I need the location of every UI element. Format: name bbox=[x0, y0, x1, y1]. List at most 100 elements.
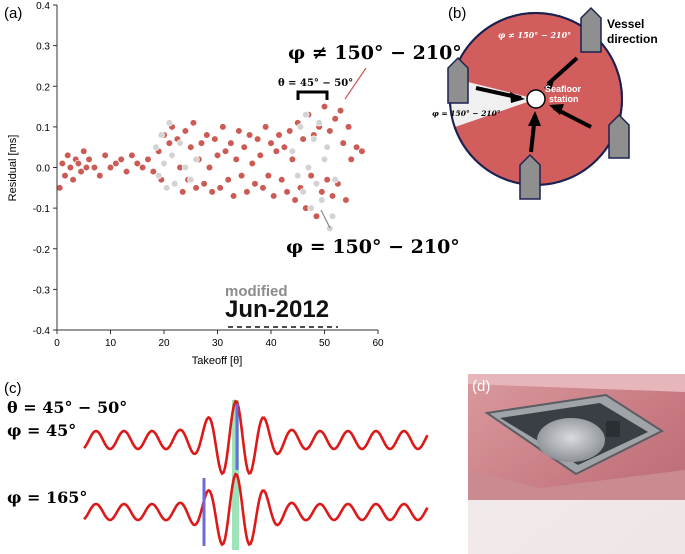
data-point-series-0 bbox=[267, 139, 275, 147]
data-point-series-1 bbox=[294, 172, 302, 180]
data-point-series-0 bbox=[122, 167, 131, 176]
x-tick-label: 20 bbox=[158, 338, 170, 349]
data-point-series-0 bbox=[77, 167, 85, 176]
data-point-series-1 bbox=[296, 123, 305, 131]
data-point-series-0 bbox=[221, 147, 230, 155]
data-point-series-0 bbox=[149, 167, 157, 176]
data-point-series-1 bbox=[320, 155, 329, 163]
data-point-series-0 bbox=[56, 184, 64, 192]
data-point-series-0 bbox=[197, 139, 206, 147]
waveform-phi-165 bbox=[83, 472, 429, 547]
waveform-phi1-label: φ = 45° bbox=[7, 421, 76, 440]
data-point-series-1 bbox=[176, 139, 184, 147]
data-point-series-1 bbox=[315, 119, 323, 127]
data-point-series-0 bbox=[205, 163, 214, 172]
annotation-phi-eq: φ = 150° − 210° bbox=[286, 236, 460, 258]
data-point-series-0 bbox=[208, 188, 216, 196]
data-point-series-1 bbox=[318, 196, 326, 204]
data-point-series-1 bbox=[155, 172, 163, 180]
data-point-series-0 bbox=[69, 176, 77, 184]
transducer-disc bbox=[537, 418, 605, 462]
annotation-phi-not-leader bbox=[344, 67, 367, 100]
data-point-series-0 bbox=[307, 172, 315, 180]
data-point-series-0 bbox=[232, 155, 240, 163]
data-point-series-0 bbox=[288, 155, 297, 163]
watermark-date: Jun-2012 bbox=[225, 296, 329, 323]
data-point-series-1 bbox=[192, 155, 200, 163]
panel-label-a: (a) bbox=[4, 5, 22, 22]
y-tick-label: 0.2 bbox=[36, 82, 50, 93]
data-point-series-0 bbox=[283, 188, 291, 196]
data-point-series-1 bbox=[187, 176, 195, 184]
arrowhead-s bbox=[528, 111, 541, 126]
data-point-series-0 bbox=[286, 127, 294, 135]
data-point-series-1 bbox=[181, 163, 189, 172]
x-axis-label: Takeoff [θ] bbox=[192, 355, 243, 367]
diagram-phi-eq: φ = 150° − 210° bbox=[432, 109, 501, 118]
x-tick-label: 50 bbox=[319, 338, 331, 349]
x-tick-label: 10 bbox=[105, 338, 117, 349]
data-point-series-0 bbox=[328, 192, 337, 200]
data-point-series-0 bbox=[229, 192, 238, 200]
waveform-phi-45 bbox=[83, 399, 429, 476]
seafloor-diagram: φ ≠ 150° − 210° φ = 150° − 210° Seafloor… bbox=[432, 6, 658, 200]
data-point-series-0 bbox=[248, 159, 256, 168]
x-tick-label: 60 bbox=[372, 338, 384, 349]
data-point-series-0 bbox=[353, 143, 361, 151]
data-point-series-0 bbox=[187, 143, 195, 151]
data-point-series-0 bbox=[224, 176, 232, 184]
data-point-series-1 bbox=[288, 147, 297, 155]
data-point-series-1 bbox=[310, 135, 318, 143]
panel-label-c: (c) bbox=[4, 380, 22, 397]
x-tick-label: 0 bbox=[54, 338, 60, 349]
vessel-right-icon bbox=[608, 113, 630, 159]
data-point-series-0 bbox=[262, 123, 270, 131]
data-point-series-0 bbox=[101, 151, 109, 159]
arrowhead-w bbox=[510, 92, 525, 103]
y-ticks: 0.4 0.3 0.2 0.1 0.0 -0.1 -0.2 -0.3 -0.4 bbox=[33, 1, 57, 337]
data-point-series-0 bbox=[331, 115, 339, 123]
data-point-series-0 bbox=[270, 192, 278, 200]
data-point-series-1 bbox=[307, 204, 315, 212]
data-point-series-0 bbox=[200, 180, 208, 188]
data-point-series-0 bbox=[323, 176, 331, 184]
data-point-series-0 bbox=[299, 135, 307, 143]
data-point-series-1 bbox=[304, 163, 313, 172]
data-point-series-0 bbox=[96, 172, 104, 180]
annotation-phi-eq-leader bbox=[320, 209, 331, 229]
data-point-series-1 bbox=[312, 180, 321, 188]
data-point-series-1 bbox=[323, 143, 331, 151]
data-point-series-1 bbox=[331, 176, 339, 184]
data-point-series-0 bbox=[82, 163, 91, 172]
data-point-series-0 bbox=[61, 172, 69, 180]
data-point-series-1 bbox=[157, 131, 165, 139]
data-point-series-0 bbox=[216, 184, 224, 192]
vessel-bottom-icon bbox=[519, 153, 541, 200]
data-point-series-0 bbox=[64, 151, 72, 159]
panel-label-d: (d) bbox=[472, 378, 490, 395]
y-axis-label: Residual [ms] bbox=[7, 135, 19, 202]
vessel-direction-line1: Vessel bbox=[607, 17, 644, 31]
data-point-series-0 bbox=[85, 155, 93, 163]
data-point-series-0 bbox=[358, 147, 366, 155]
data-point-series-0 bbox=[179, 188, 187, 196]
data-point-series-0 bbox=[58, 159, 66, 168]
data-point-series-0 bbox=[275, 131, 283, 139]
data-point-series-0 bbox=[254, 135, 262, 143]
data-point-series-0 bbox=[237, 172, 246, 180]
data-point-series-0 bbox=[128, 151, 136, 159]
hull-photo: (d) bbox=[468, 374, 685, 554]
excluded-wedge bbox=[449, 78, 536, 127]
seafloor-station bbox=[526, 89, 546, 109]
data-point-series-0 bbox=[227, 139, 235, 147]
data-point-series-0 bbox=[243, 188, 251, 196]
panel-label-b: (b) bbox=[448, 5, 466, 22]
data-point-series-1 bbox=[326, 224, 334, 233]
data-point-series-0 bbox=[272, 147, 280, 155]
data-point-series-0 bbox=[90, 163, 99, 172]
data-point-series-0 bbox=[318, 188, 326, 196]
data-point-series-1 bbox=[168, 151, 176, 159]
data-point-series-0 bbox=[312, 212, 321, 220]
data-point-series-1 bbox=[302, 111, 310, 119]
